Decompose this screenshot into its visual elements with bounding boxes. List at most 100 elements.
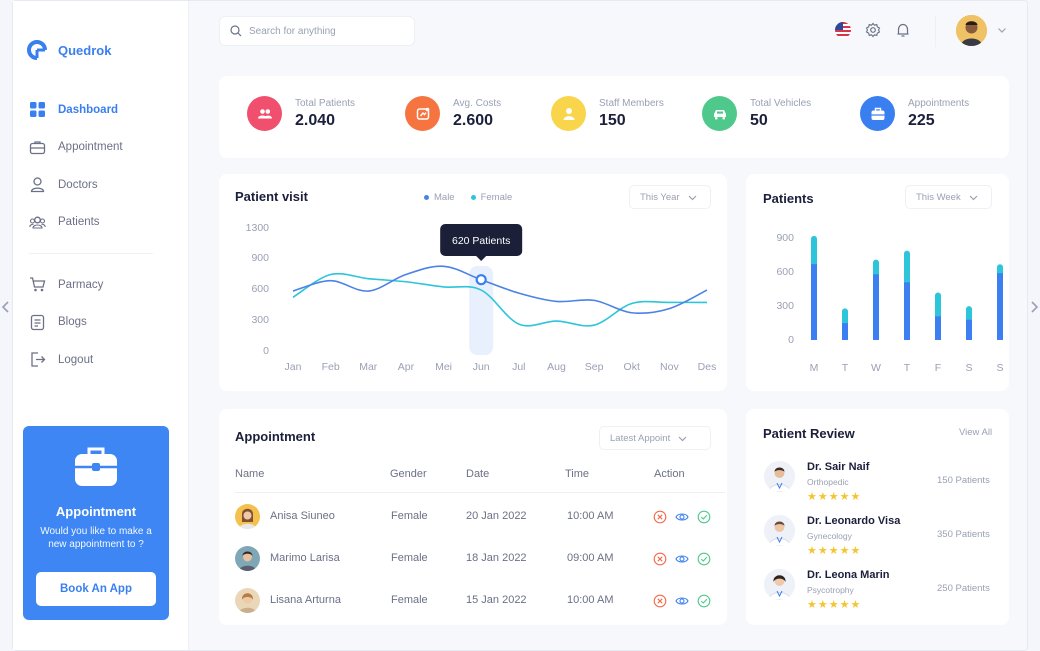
bar-base-mask	[811, 340, 817, 343]
x-tick-label: Sep	[585, 361, 604, 373]
patient-avatar-image	[235, 588, 260, 613]
doctor-name[interactable]: Dr. Leona Marin	[807, 569, 890, 581]
bar-segment-base	[873, 274, 879, 342]
column-header-time[interactable]: Time	[565, 468, 590, 480]
patient-avatar	[235, 588, 260, 613]
sidebar-item-label: Appointment	[58, 141, 123, 154]
cancel-icon[interactable]	[653, 552, 667, 566]
stat-label: Appointments	[908, 97, 970, 109]
eye-icon[interactable]	[675, 552, 689, 566]
x-tick-label: M	[810, 362, 819, 374]
doctor-avatar-image	[764, 515, 795, 546]
sidebar-item-doctors[interactable]: Doctors	[29, 166, 169, 204]
x-tick-label: T	[904, 362, 911, 374]
y-tick-label: 0	[263, 345, 269, 357]
visit-period-select[interactable]: This Year	[629, 185, 711, 209]
bar-base-mask	[997, 340, 1003, 343]
search-box[interactable]	[219, 16, 415, 46]
chevron-down-icon	[688, 195, 697, 200]
doctor-avatar-image	[764, 461, 795, 492]
cell-name: Anisa Siuneo	[270, 510, 335, 522]
cell-name: Lisana Arturna	[270, 594, 341, 606]
eye-icon[interactable]	[675, 510, 689, 524]
stat-icon-bg	[247, 96, 282, 131]
stat-value: 150	[599, 111, 626, 129]
legend-female[interactable]: Female	[470, 192, 512, 203]
column-header-name[interactable]: Name	[235, 468, 265, 480]
us-flag-icon[interactable]	[835, 22, 851, 38]
user-avatar-image	[956, 15, 987, 46]
rating-stars: ★★★★★	[807, 491, 862, 503]
row-actions	[653, 510, 711, 524]
right-arrow-icon[interactable]	[1028, 300, 1040, 314]
x-tick-label: Mei	[435, 361, 452, 373]
eye-icon[interactable]	[675, 594, 689, 608]
y-tick-label: 300	[251, 314, 269, 326]
doctor-avatar	[764, 569, 795, 600]
patients-bar-chart: 0 300 600 900 M T W T F S S	[776, 232, 1003, 374]
doctor-name[interactable]: Dr. Sair Naif	[807, 461, 870, 473]
check-icon[interactable]	[697, 552, 711, 566]
gear-icon[interactable]	[865, 22, 881, 38]
patient-count: 250 Patients	[937, 583, 990, 594]
column-header-date[interactable]: Date	[466, 468, 490, 480]
sidebar-item-patients[interactable]: Patients	[29, 204, 169, 242]
sidebar-item-dashboard[interactable]: Dashboard	[29, 91, 169, 129]
stat-label: Total Vehicles	[750, 97, 812, 109]
left-arrow-icon[interactable]	[0, 300, 12, 314]
stat-total-vehicles: Total Vehicles 50	[702, 96, 811, 131]
cart-icon	[30, 277, 46, 292]
doctor-name[interactable]: Dr. Leonardo Visa	[807, 515, 901, 527]
y-tick-label: 600	[776, 266, 794, 278]
cancel-icon[interactable]	[653, 594, 667, 608]
sidebar: Quedrok Dashboard Appointment Doctors Pa…	[13, 1, 189, 650]
chevron-down-icon	[969, 195, 978, 200]
car-icon	[713, 109, 726, 119]
sidebar-item-appointment[interactable]: Appointment	[29, 129, 169, 167]
x-tick-label: Aug	[547, 361, 566, 373]
sidebar-item-logout[interactable]: Logout	[29, 341, 169, 379]
patients-period-select[interactable]: This Week	[905, 185, 992, 209]
doctor-avatar	[764, 461, 795, 492]
check-icon[interactable]	[697, 510, 711, 524]
x-tick-label: W	[871, 362, 881, 374]
view-all-link[interactable]: View All	[959, 427, 993, 438]
y-tick-label: 300	[776, 300, 794, 312]
quedrok-logo-icon	[27, 40, 48, 61]
cell-date: 15 Jan 2022	[466, 594, 527, 606]
sidebar-item-pharmacy[interactable]: Parmacy	[29, 266, 169, 304]
patient-visit-chart: 0 300 600 900 1300 Jan Feb Mar Apr Mei Jun Jul Aug Se…	[246, 222, 717, 373]
chevron-down-icon	[678, 436, 687, 441]
sidebar-item-blogs[interactable]: Blogs	[29, 304, 169, 342]
cancel-icon[interactable]	[653, 510, 667, 524]
legend-dot	[470, 195, 476, 200]
check-icon[interactable]	[697, 594, 711, 608]
book-appointment-button[interactable]: Book An App	[36, 572, 156, 606]
user-avatar[interactable]	[956, 15, 987, 46]
patient-count: 150 Patients	[937, 475, 990, 486]
promo-text: Would you like to make a new appointment…	[40, 526, 152, 550]
stat-label: Avg. Costs	[453, 97, 502, 109]
legend-male[interactable]: Male	[424, 192, 455, 203]
stat-label: Staff Members	[599, 97, 664, 109]
doctor-specialty: Gynecology	[807, 531, 852, 541]
stat-icon-bg	[551, 96, 586, 131]
appointment-promo-card: Appointment Would you like to make a new…	[23, 426, 169, 620]
x-tick-label: S	[996, 362, 1003, 374]
sidebar-item-label: Dashboard	[58, 103, 119, 116]
grid-icon	[30, 102, 45, 118]
select-value: This Week	[916, 191, 961, 203]
patient-visit-title: Patient visit	[235, 189, 308, 204]
chevron-down-icon[interactable]	[997, 25, 1007, 35]
patient-avatar-image	[235, 504, 260, 529]
y-tick-label: 1300	[246, 222, 270, 234]
cell-gender: Female	[391, 552, 428, 564]
bar-segment-base	[966, 319, 972, 342]
search-input[interactable]	[249, 25, 399, 37]
stat-icon-bg	[405, 96, 440, 131]
appointment-sort-select[interactable]: Latest Appoint	[599, 426, 711, 450]
bell-icon[interactable]	[895, 22, 911, 38]
column-header-gender[interactable]: Gender	[390, 468, 427, 480]
bar-base-mask	[935, 340, 941, 343]
brand[interactable]: Quedrok	[26, 39, 111, 61]
